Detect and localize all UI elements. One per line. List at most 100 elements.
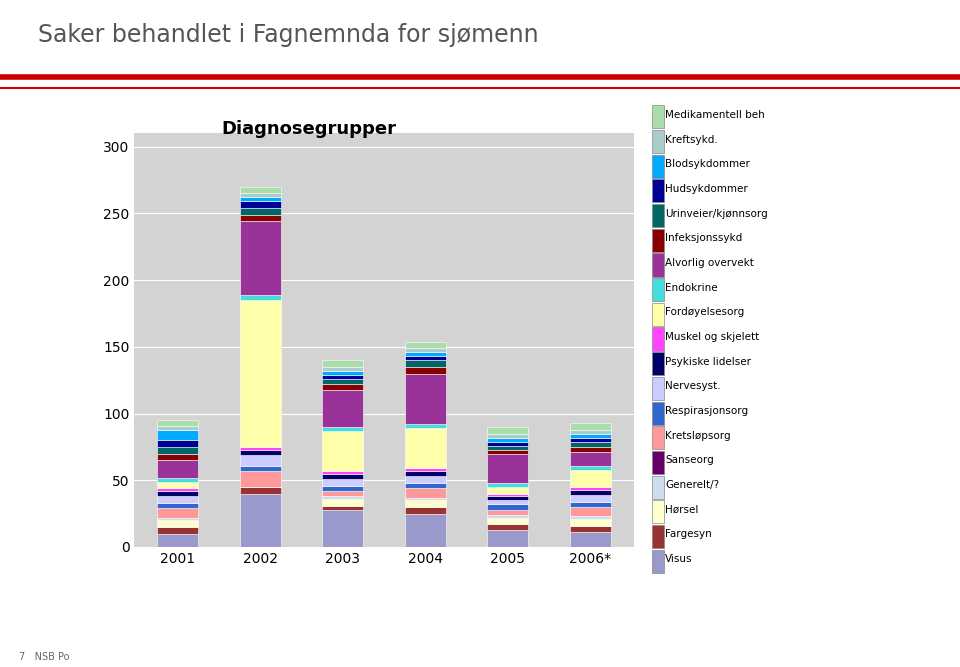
Bar <box>404 428 445 468</box>
Bar <box>323 496 364 499</box>
FancyBboxPatch shape <box>652 476 663 499</box>
Bar <box>487 446 528 450</box>
FancyBboxPatch shape <box>652 426 663 450</box>
Bar <box>323 486 364 491</box>
Bar <box>569 423 611 430</box>
Bar <box>487 510 528 515</box>
Bar <box>404 374 445 424</box>
Bar <box>240 221 281 295</box>
FancyBboxPatch shape <box>652 377 663 400</box>
Bar <box>404 476 445 483</box>
Text: Visus: Visus <box>665 554 693 564</box>
Text: Hudsykdommer: Hudsykdommer <box>665 184 748 194</box>
Bar <box>157 520 199 527</box>
FancyBboxPatch shape <box>652 105 663 129</box>
Bar <box>569 430 611 434</box>
Bar <box>157 440 199 447</box>
Bar <box>240 197 281 201</box>
Bar <box>569 434 611 438</box>
Bar <box>157 430 199 440</box>
Bar <box>323 379 364 384</box>
Text: Kretsløpsorg: Kretsløpsorg <box>665 431 731 441</box>
Bar <box>487 496 528 500</box>
Bar <box>569 470 611 487</box>
Bar <box>157 426 199 430</box>
Bar <box>404 342 445 348</box>
Bar <box>487 504 528 510</box>
Bar <box>569 447 611 452</box>
Bar <box>240 450 281 455</box>
Bar <box>157 420 199 426</box>
Text: Infeksjonssykd: Infeksjonssykd <box>665 233 742 243</box>
Bar <box>323 427 364 431</box>
Bar <box>569 516 611 519</box>
Bar <box>487 483 528 487</box>
Text: Saker behandlet i Fagnemnda for sjømenn: Saker behandlet i Fagnemnda for sjømenn <box>38 23 539 47</box>
Text: Fargesyn: Fargesyn <box>665 530 712 540</box>
Bar <box>157 527 199 534</box>
Text: Urinveier/kjønnsorg: Urinveier/kjønnsorg <box>665 209 768 219</box>
Bar <box>404 488 445 498</box>
Bar <box>157 447 199 454</box>
Bar <box>404 500 445 507</box>
Text: NSB: NSB <box>856 23 891 38</box>
Text: Kreftsykd.: Kreftsykd. <box>665 135 718 145</box>
Bar <box>240 187 281 193</box>
Bar <box>487 427 528 434</box>
Bar <box>569 442 611 447</box>
Bar <box>323 491 364 496</box>
Bar <box>569 526 611 532</box>
Bar <box>404 356 445 360</box>
Bar <box>157 496 199 503</box>
Text: Alvorlig overvekt: Alvorlig overvekt <box>665 258 755 268</box>
Bar <box>323 360 364 367</box>
Bar <box>569 438 611 442</box>
Bar <box>240 471 281 487</box>
Bar <box>323 506 364 510</box>
Bar <box>240 494 281 547</box>
Bar <box>323 471 364 474</box>
Bar <box>404 360 445 367</box>
Bar <box>404 348 445 352</box>
Bar <box>323 431 364 471</box>
Text: Fordøyelsesorg: Fordøyelsesorg <box>665 307 744 317</box>
Text: Blodsykdommer: Blodsykdommer <box>665 159 750 169</box>
FancyBboxPatch shape <box>652 179 663 203</box>
Bar <box>157 482 199 488</box>
FancyBboxPatch shape <box>652 303 663 326</box>
Bar <box>240 300 281 447</box>
FancyBboxPatch shape <box>652 352 663 376</box>
Bar <box>404 514 445 547</box>
Text: Diagnosegrupper: Diagnosegrupper <box>222 120 396 138</box>
Bar <box>404 367 445 374</box>
FancyBboxPatch shape <box>652 451 663 474</box>
Bar <box>487 434 528 438</box>
Bar <box>240 208 281 215</box>
Bar <box>157 534 199 547</box>
Bar <box>487 450 528 454</box>
Bar <box>323 479 364 486</box>
FancyBboxPatch shape <box>652 204 663 227</box>
Text: Sanseorg: Sanseorg <box>665 456 714 466</box>
Bar <box>569 519 611 526</box>
Bar <box>487 494 528 496</box>
Bar <box>157 488 199 491</box>
Text: Generelt/?: Generelt/? <box>665 480 719 490</box>
Bar <box>157 478 199 482</box>
Bar <box>323 384 364 390</box>
Text: Muskel og skjelett: Muskel og skjelett <box>665 332 759 342</box>
Bar <box>569 532 611 547</box>
Bar <box>240 215 281 221</box>
Bar <box>487 515 528 518</box>
Bar <box>569 487 611 490</box>
FancyBboxPatch shape <box>652 155 663 178</box>
Bar <box>240 201 281 208</box>
Text: Medikamentell beh: Medikamentell beh <box>665 110 765 120</box>
FancyBboxPatch shape <box>652 525 663 548</box>
Bar <box>487 442 528 446</box>
Bar <box>487 500 528 504</box>
FancyBboxPatch shape <box>652 253 663 277</box>
Bar <box>157 503 199 508</box>
Text: Endokrine: Endokrine <box>665 283 718 293</box>
Bar <box>569 495 611 502</box>
